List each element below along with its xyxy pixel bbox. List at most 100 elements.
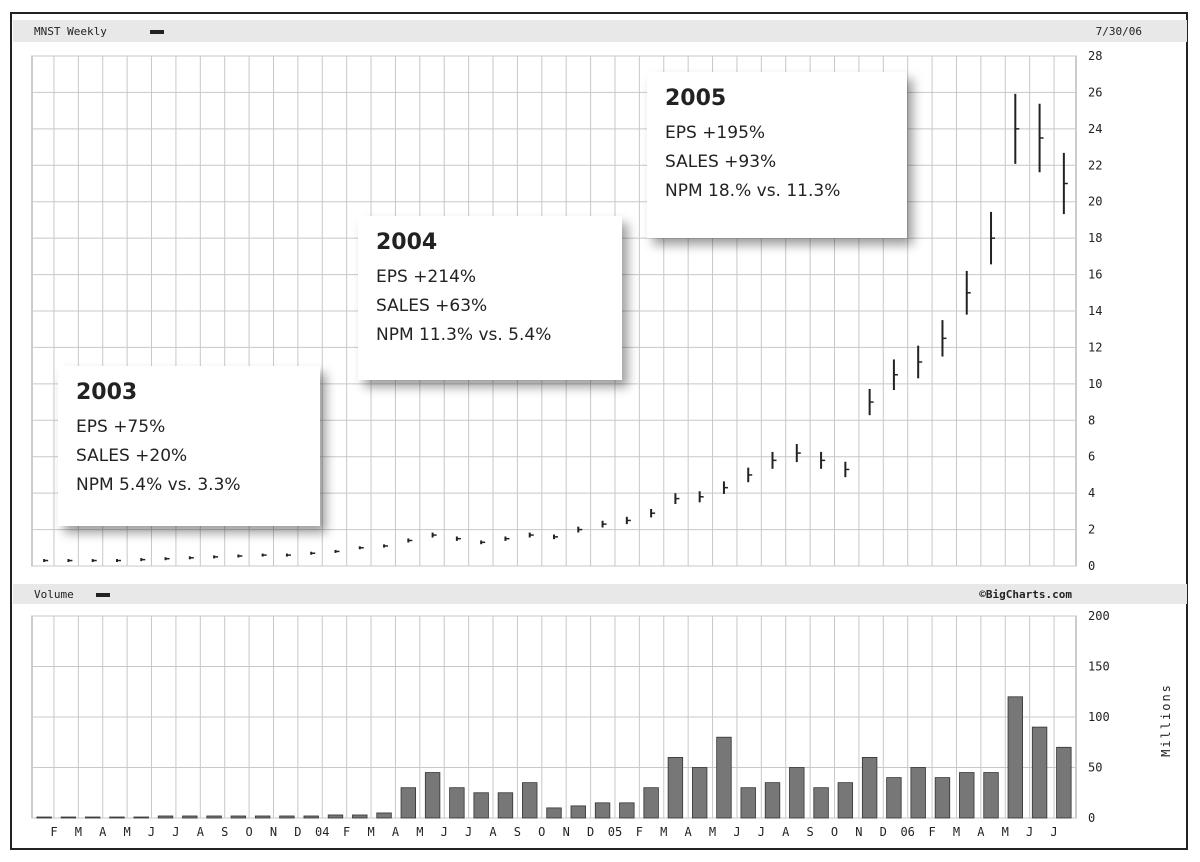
annotation-line: SALES +63% (376, 296, 488, 316)
volume-bar (983, 772, 999, 819)
volume-bar (352, 814, 368, 819)
x-tick-label: S (221, 825, 228, 839)
price-y-tick-label: 24 (1088, 122, 1102, 136)
x-tick-label: S (514, 825, 521, 839)
x-tick-label: A (685, 825, 693, 839)
price-y-tick-label: 2 (1088, 523, 1095, 537)
price-y-tick-label: 12 (1088, 340, 1102, 354)
volume-bar (400, 787, 417, 819)
volume-bars (36, 696, 1072, 819)
axis-labels: F M A M J J A S O N D 04 F M A M J J A S O N D 05 F M A M J J A S O N D 06 F… (50, 49, 1109, 839)
x-tick-label: O (538, 825, 545, 839)
x-tick-label: N (563, 825, 570, 839)
volume-bar (594, 802, 611, 819)
price-y-tick-label: 16 (1088, 268, 1102, 282)
x-tick-label: A (197, 825, 205, 839)
volume-bar (230, 815, 247, 819)
volume-bar (279, 815, 295, 819)
volume-bar (619, 802, 635, 819)
volume-bar (449, 787, 465, 819)
price-y-tick-label: 8 (1088, 413, 1095, 427)
volume-y-tick-label: 0 (1088, 811, 1095, 825)
price-header-bar (13, 20, 1187, 42)
volume-bar (570, 805, 586, 819)
price-y-tick-label: 18 (1088, 231, 1102, 245)
annotation-line: SALES +93% (665, 152, 777, 172)
x-tick-label: A (782, 825, 790, 839)
x-tick-label: M (416, 825, 423, 839)
x-tick-label: M (75, 825, 82, 839)
annotation-line: NPM 5.4% vs. 3.3% (76, 475, 241, 495)
price-bars (43, 93, 1068, 563)
volume-bar (813, 787, 829, 819)
volume-bar (85, 816, 101, 819)
volume-bar (473, 792, 489, 819)
price-y-tick-label: 22 (1088, 158, 1102, 172)
x-tick-label: F (928, 825, 935, 839)
x-tick-label: M (953, 825, 960, 839)
volume-y-tick-label: 200 (1088, 609, 1110, 623)
x-tick-label: M (709, 825, 716, 839)
x-tick-label: A (392, 825, 400, 839)
x-tick-label: J (758, 825, 765, 839)
volume-bar (424, 772, 441, 819)
volume-bar (1007, 696, 1023, 819)
x-tick-label: O (831, 825, 838, 839)
x-tick-label: J (441, 825, 448, 839)
x-tick-label: J (733, 825, 740, 839)
annotation-2004: 2004 EPS +214% SALES +63% NPM 11.3% vs. … (358, 216, 622, 380)
x-tick-label: M (660, 825, 667, 839)
x-tick-label: J (148, 825, 155, 839)
x-tick-label: N (270, 825, 277, 839)
volume-bar (157, 815, 174, 819)
price-y-tick-label: 26 (1088, 85, 1102, 99)
chart-credit: ©BigCharts.com (979, 588, 1072, 601)
annotation-year: 2004 (376, 230, 438, 255)
volume-bar (109, 816, 125, 819)
price-y-tick-label: 20 (1088, 195, 1102, 209)
x-tick-label: J (465, 825, 472, 839)
volume-bar (934, 777, 951, 819)
price-chart-title: MNST Weekly (34, 25, 107, 38)
volume-grid (31, 615, 1077, 819)
x-tick-label: M (1002, 825, 1009, 839)
volume-bar (691, 767, 708, 819)
x-tick-label: N (855, 825, 862, 839)
price-y-tick-label: 0 (1088, 559, 1095, 573)
volume-header-bar (13, 584, 1187, 604)
volume-bar (716, 736, 732, 819)
price-y-tick-label: 4 (1088, 486, 1095, 500)
volume-bar (837, 782, 854, 819)
volume-bar (1056, 746, 1072, 819)
volume-bar (546, 807, 562, 819)
volume-bar (206, 815, 222, 819)
x-tick-label: F (343, 825, 350, 839)
volume-bar (376, 812, 392, 819)
volume-bar (497, 792, 514, 819)
x-tick-label: F (50, 825, 57, 839)
annotation-2003: 2003 EPS +75% SALES +20% NPM 5.4% vs. 3.… (58, 366, 320, 526)
annotation-year: 2005 (665, 86, 727, 111)
volume-bar (522, 782, 538, 819)
volume-bar (133, 816, 149, 819)
volume-bar (861, 757, 878, 819)
volume-bar (643, 787, 659, 819)
volume-bar (789, 767, 805, 819)
x-tick-label: D (880, 825, 887, 839)
volume-bar (667, 757, 684, 819)
volume-bar (910, 767, 926, 819)
volume-y-tick-label: 100 (1088, 710, 1110, 724)
volume-bar (254, 815, 271, 819)
x-tick-label: J (1050, 825, 1057, 839)
annotation-2005: 2005 EPS +195% SALES +93% NPM 18.% vs. 1… (647, 72, 907, 238)
x-tick-label: M (367, 825, 374, 839)
annotation-line: SALES +20% (76, 446, 188, 466)
volume-bar (182, 815, 198, 819)
volume-y-tick-label: 150 (1088, 660, 1110, 674)
price-y-tick-label: 10 (1088, 377, 1102, 391)
volume-bar (764, 782, 781, 819)
annotation-line: EPS +75% (76, 417, 166, 437)
x-tick-label: M (124, 825, 131, 839)
annotation-line: EPS +214% (376, 267, 477, 287)
annotation-line: NPM 18.% vs. 11.3% (665, 181, 841, 201)
